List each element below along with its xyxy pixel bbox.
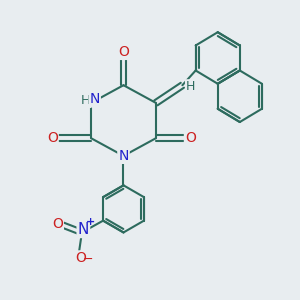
Text: O: O — [118, 45, 129, 59]
Text: H: H — [186, 80, 195, 93]
Text: N: N — [78, 222, 89, 237]
Text: N: N — [118, 149, 129, 163]
Text: O: O — [75, 251, 86, 266]
Text: −: − — [82, 253, 93, 266]
Text: N: N — [89, 92, 100, 106]
Text: O: O — [185, 131, 196, 145]
Text: +: + — [85, 217, 95, 227]
Text: H: H — [81, 94, 91, 107]
Text: O: O — [52, 217, 63, 231]
Text: O: O — [47, 131, 58, 145]
